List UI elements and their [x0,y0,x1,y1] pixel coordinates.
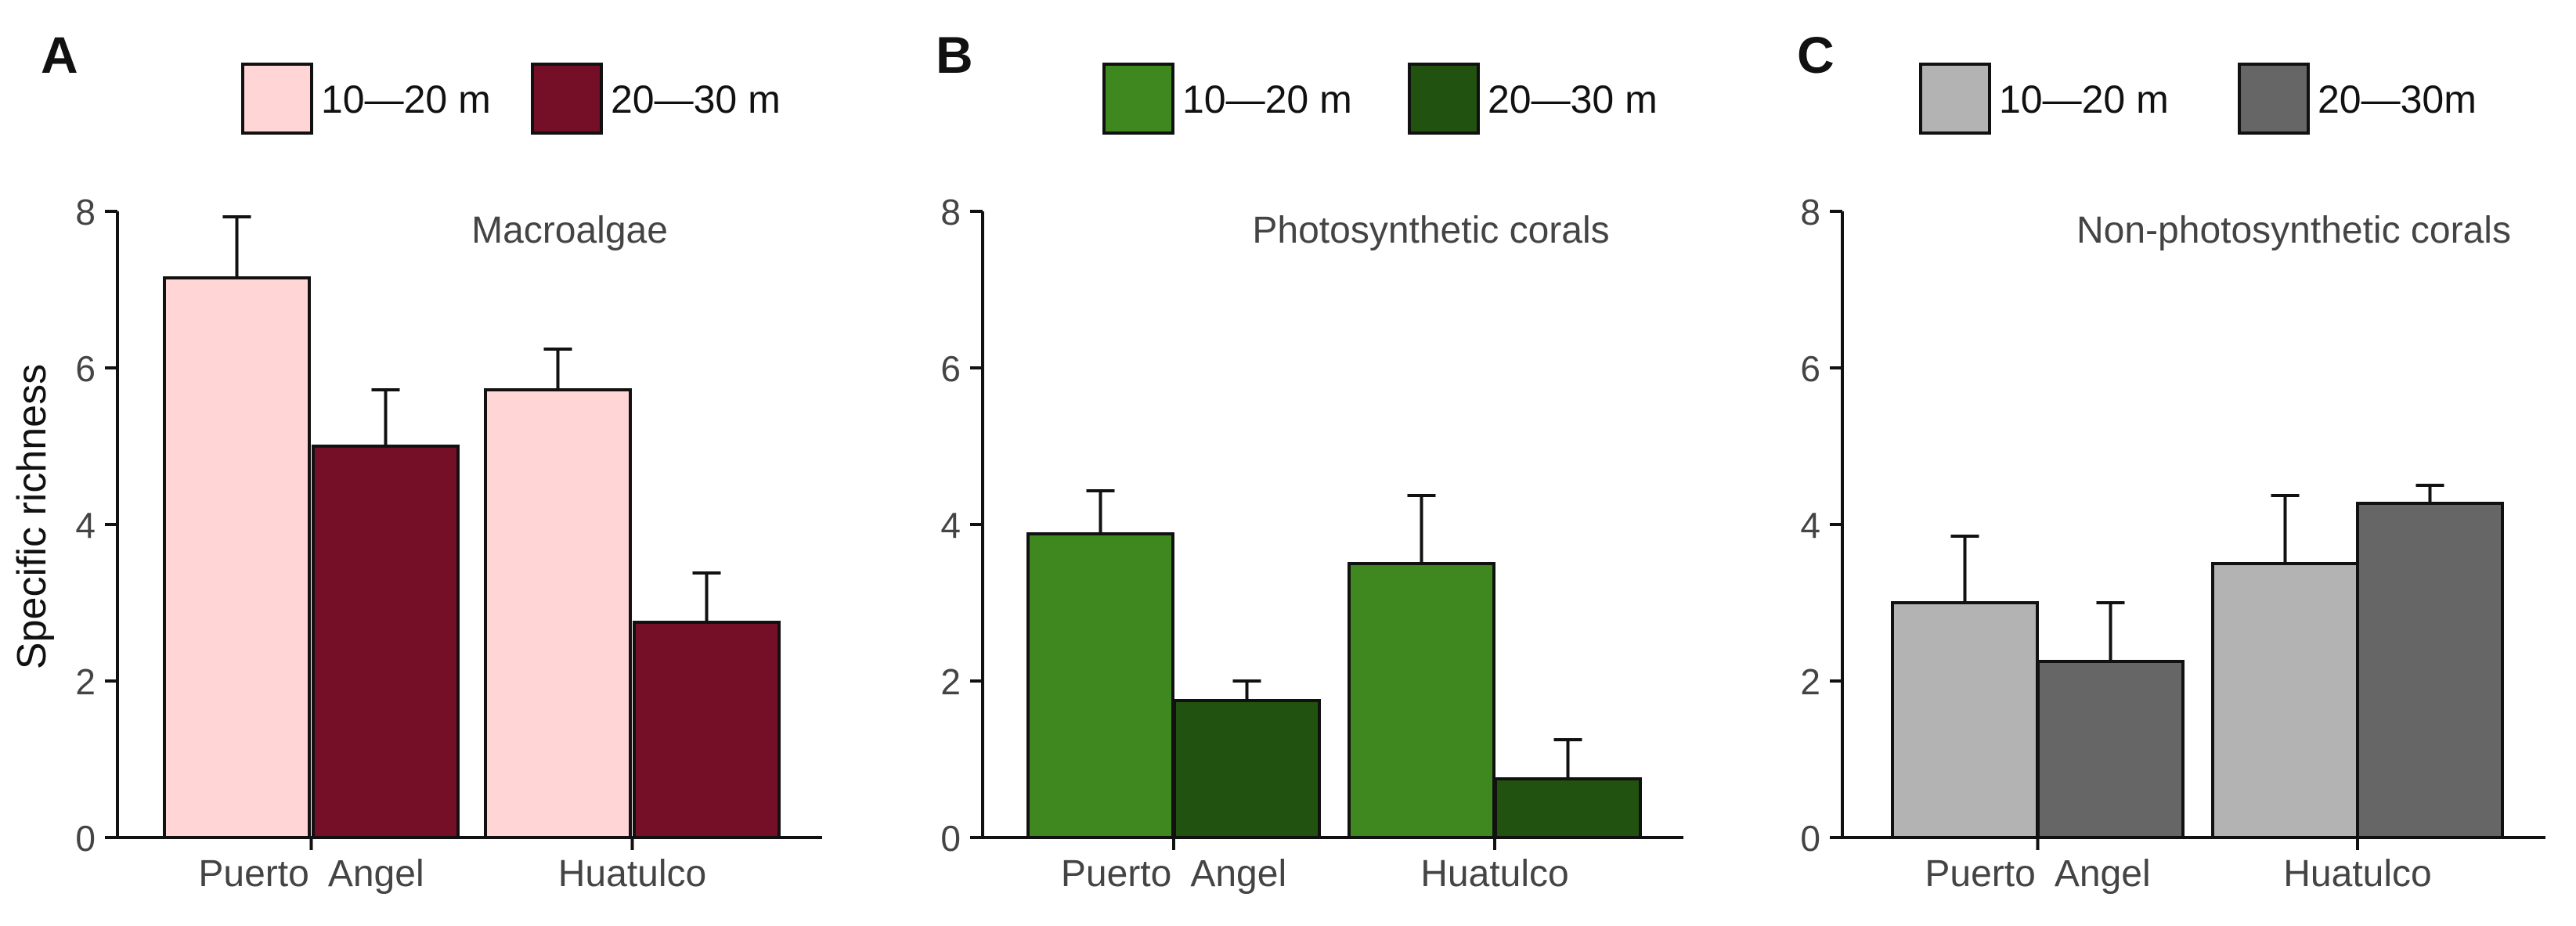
panel-b-y-tick-label-0: 0 [940,818,961,859]
panel-b-bar-0 [1026,532,1174,839]
panel-c-bar-0 [1891,601,2039,839]
panel-c-bar-3 [2356,502,2504,839]
panel-c-x-tick-label-0: Puerto Angel [1925,853,2150,895]
panel-c-y-tick-label-2: 4 [1800,505,1820,546]
panel-a-title: Macroalgae [471,210,668,251]
panel-a-bar-2 [484,388,632,839]
panel-a-y-tick-label-1: 2 [75,661,96,702]
panel-b-bar-3 [1494,777,1642,839]
panel-c-legend-label-2: 20—30m [2318,77,2477,121]
panel-b-y-tick-label-1: 2 [940,661,961,702]
panel-c-y-tick-label-0: 0 [1800,818,1820,859]
panel-b-x-tick-label-1: Huatulco [1420,853,1568,895]
panel-c: C 10—20 m 20—30m 0 2 4 6 8 Puerto Angel Huatulco N… [1797,26,2545,895]
panel-c-letter: C [1797,26,1835,84]
panel-b-bar-1 [1173,699,1321,839]
y-axis-title: Specific richness [9,364,55,669]
panel-b-x-tick-label-0: Puerto Angel [1061,853,1286,895]
panel-a-letter: A [41,26,78,84]
panel-b-title: Photosynthetic corals [1252,210,1609,251]
panel-a-legend-label-1: 10—20 m [321,77,491,121]
panel-b-legend-swatch-2 [1408,63,1480,135]
panel-b-y-tick-label-2: 4 [940,505,961,546]
panel-a-bar-1 [312,445,460,839]
panel-a-legend-swatch-2 [531,63,603,135]
panel-a-y-tick-label-4: 8 [75,192,96,232]
panel-a-y-tick-label-2: 4 [75,505,96,546]
panel-b-letter: B [936,26,973,84]
panel-c-legend-swatch-1 [1919,63,1991,135]
panel-b-y-tick-label-4: 8 [940,192,961,232]
panel-a: A 10—20 m 20—30 m 0 2 4 6 8 Puerto Angel Huatulco… [41,26,822,895]
panel-c-legend-label-1: 10—20 m [1999,77,2169,121]
panel-c-bar-2 [2211,562,2359,839]
panel-a-x-tick-label-1: Huatulco [558,853,706,895]
panel-c-y-tick-label-1: 2 [1800,661,1820,702]
panel-c-bar-1 [2037,660,2185,839]
panel-b-bar-2 [1348,562,1495,839]
panel-a-y-tick-label-3: 6 [75,348,96,389]
panel-a-legend-swatch-1 [241,63,313,135]
panel-c-y-tick-label-3: 6 [1800,348,1820,389]
panel-a-y-tick-label-0: 0 [75,818,96,859]
panel-c-x-tick-label-1: Huatulco [2283,853,2431,895]
panel-b-legend-label-2: 20—30 m [1488,77,1658,121]
panel-a-bar-3 [633,621,781,839]
panel-b-legend-swatch-1 [1102,63,1174,135]
panel-a-bar-0 [163,276,311,839]
panel-b-y-tick-label-3: 6 [940,348,961,389]
panel-b: B 10—20 m 20—30 m 0 2 4 6 8 Puerto Angel Huatulco… [936,26,1683,895]
panel-c-legend-swatch-2 [2238,63,2310,135]
panel-b-legend-label-1: 10—20 m [1182,77,1352,121]
panel-a-legend-label-2: 20—30 m [611,77,781,121]
panel-a-x-tick-label-0: Puerto Angel [198,853,424,895]
panel-c-y-tick-label-4: 8 [1800,192,1820,232]
panel-c-title: Non-photosynthetic corals [2076,210,2511,251]
